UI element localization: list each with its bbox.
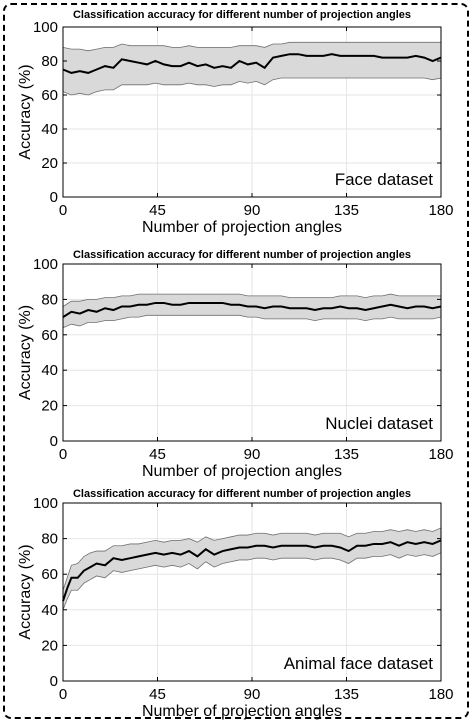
y-tick-label: 0	[50, 189, 58, 206]
y-tick-label: 80	[41, 53, 58, 70]
chart-panel-3: Classification accuracy for different nu…	[17, 488, 454, 720]
x-tick-label: 135	[334, 446, 359, 463]
x-tick-label: 180	[428, 446, 453, 463]
x-axis-label: Number of projection angles	[142, 463, 342, 480]
x-tick-label: 0	[59, 202, 67, 219]
y-tick-label: 60	[41, 87, 58, 104]
x-tick-label: 90	[244, 202, 261, 219]
y-tick-label: 20	[41, 637, 58, 654]
chart-title: Classification accuracy for different nu…	[73, 9, 411, 21]
x-tick-label: 90	[244, 446, 261, 463]
x-tick-label: 90	[244, 686, 261, 703]
y-tick-label: 40	[41, 602, 58, 619]
x-tick-label: 135	[334, 686, 359, 703]
x-tick-label: 0	[59, 446, 67, 463]
x-tick-label: 180	[428, 202, 453, 219]
x-tick-label: 135	[334, 202, 359, 219]
dataset-label: Face dataset	[335, 170, 434, 189]
y-tick-label: 60	[41, 327, 58, 344]
chart-panel-2: Classification accuracy for different nu…	[17, 249, 454, 480]
y-tick-label: 100	[33, 19, 58, 36]
chart-title: Classification accuracy for different nu…	[73, 249, 411, 261]
y-tick-label: 40	[41, 121, 58, 138]
y-tick-label: 0	[50, 433, 58, 450]
y-tick-label: 40	[41, 362, 58, 379]
y-tick-label: 20	[41, 155, 58, 172]
x-axis-label: Number of projection angles	[142, 219, 342, 236]
series-line	[62, 53, 442, 74]
chart-panel-1: Classification accuracy for different nu…	[17, 9, 454, 236]
dataset-label: Nuclei dataset	[325, 414, 433, 433]
y-tick-label: 60	[41, 566, 58, 583]
x-tick-label: 45	[149, 202, 166, 219]
series-line	[62, 301, 442, 318]
dataset-label: Animal face dataset	[284, 654, 434, 673]
y-axis-label: Accuracy (%)	[17, 64, 34, 159]
x-tick-label: 0	[59, 686, 67, 703]
chart-title: Classification accuracy for different nu…	[73, 488, 411, 500]
x-tick-label: 45	[149, 446, 166, 463]
x-tick-label: 180	[428, 686, 453, 703]
y-tick-label: 100	[33, 256, 58, 273]
y-axis-label: Accuracy (%)	[17, 544, 34, 639]
y-axis-label: Accuracy (%)	[17, 305, 34, 400]
y-tick-label: 100	[33, 495, 58, 512]
x-axis-label: Number of projection angles	[142, 703, 342, 720]
y-tick-label: 80	[41, 291, 58, 308]
y-tick-label: 20	[41, 398, 58, 415]
x-tick-label: 45	[149, 686, 166, 703]
y-tick-label: 80	[41, 531, 58, 548]
y-tick-label: 0	[50, 673, 58, 690]
figure-frame	[3, 3, 469, 719]
series-line	[62, 539, 442, 602]
